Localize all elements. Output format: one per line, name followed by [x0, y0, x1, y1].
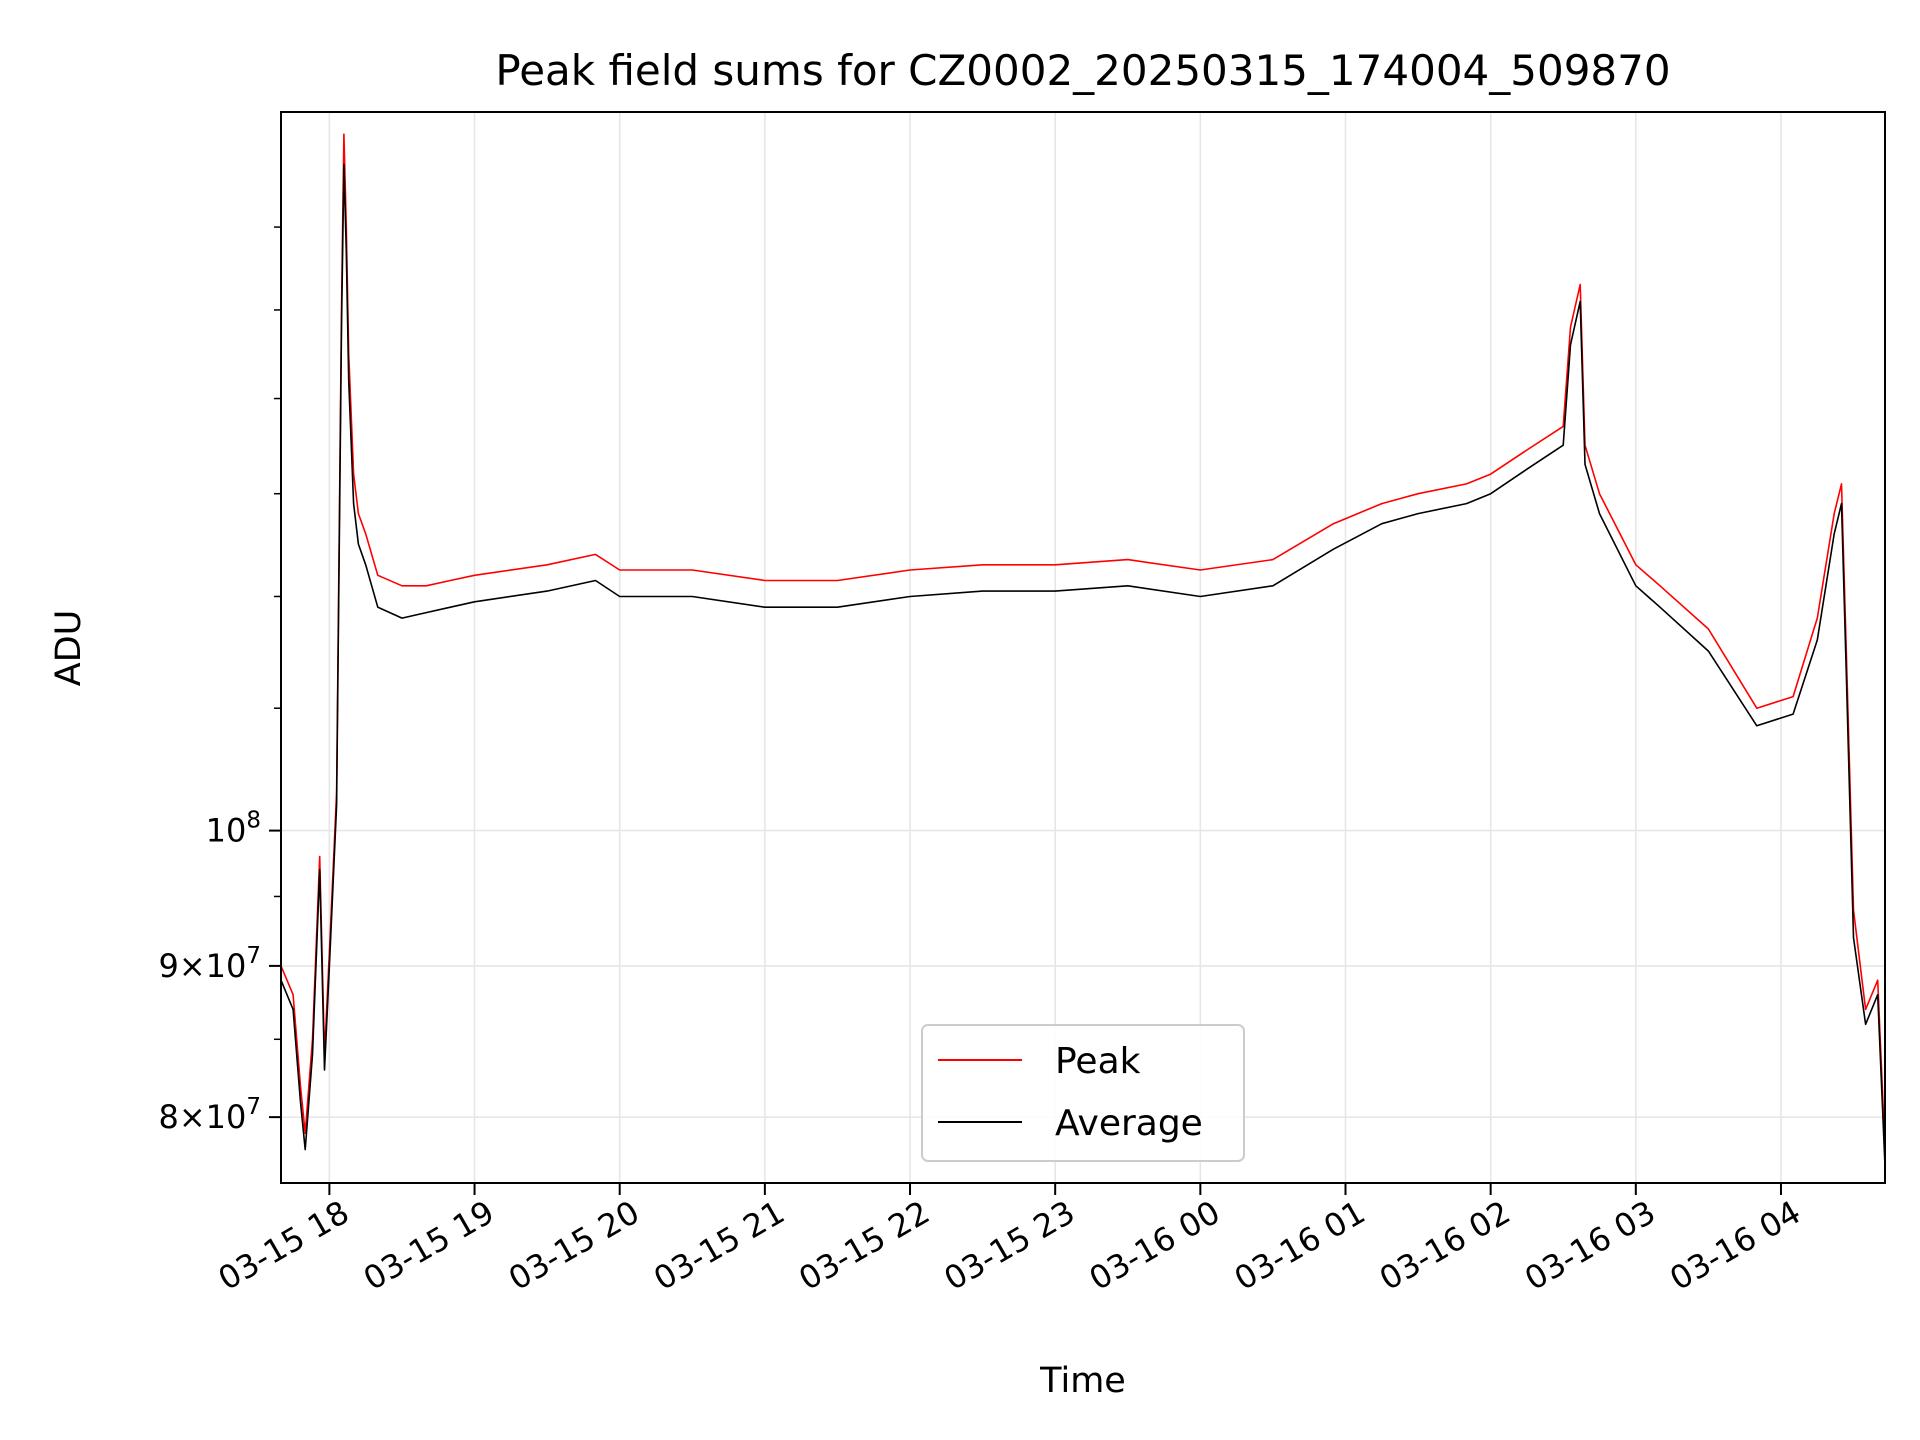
series-line-average	[280, 163, 1886, 1167]
legend-label-peak: Peak	[1055, 1041, 1141, 1082]
y-tick-label: 9×107	[158, 943, 261, 985]
series-lines	[280, 133, 1886, 1167]
legend: Peak Average	[921, 1024, 1245, 1162]
y-axis-title: ADU	[49, 610, 89, 687]
chart-title: Peak field sums for CZ0002_20250315_1740…	[495, 46, 1670, 95]
legend-label-average: Average	[1055, 1103, 1203, 1144]
x-axis-title: Time	[1039, 1361, 1126, 1401]
y-tick-label: 8×107	[158, 1094, 261, 1136]
plot-frame	[280, 111, 1886, 1184]
y-axis-ticks: 8×107 9×107 108	[158, 226, 281, 1136]
y-tick-label: 108	[206, 808, 261, 850]
grid-lines	[281, 112, 1885, 1183]
